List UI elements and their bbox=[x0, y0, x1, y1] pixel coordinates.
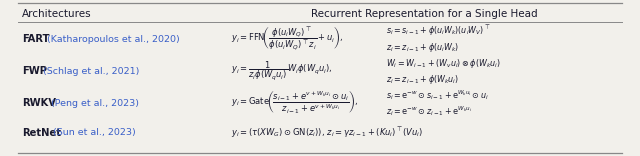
Text: FWP: FWP bbox=[22, 66, 47, 76]
Text: $z_i = z_{i-1} + \phi(W_k u_i)$: $z_i = z_{i-1} + \phi(W_k u_i)$ bbox=[386, 73, 459, 85]
Text: (Peng et al., 2023): (Peng et al., 2023) bbox=[48, 98, 139, 107]
Text: $W_i = W_{i-1} + (W_v u_i) \otimes \phi(W_k u_i)$: $W_i = W_{i-1} + (W_v u_i) \otimes \phi(… bbox=[386, 56, 501, 70]
Text: $y_i = \mathrm{Gate}\!\left(\dfrac{s_{i-1}+e^{v+W_k u_i} \odot u_i}{z_{i-1}+e^{v: $y_i = \mathrm{Gate}\!\left(\dfrac{s_{i-… bbox=[231, 90, 358, 116]
Text: $s_i = \mathrm{e}^{-w} \odot s_{i-1} + \mathrm{e}^{W_k u_i} \odot u_i$: $s_i = \mathrm{e}^{-w} \odot s_{i-1} + \… bbox=[386, 88, 489, 102]
Text: $s_i = s_{i-1} + \phi(u_i W_k)(u_i W_V)^{\top}$: $s_i = s_{i-1} + \phi(u_i W_k)(u_i W_V)^… bbox=[386, 24, 490, 38]
Text: $z_i = z_{i-1} + \phi(u_i W_k)$: $z_i = z_{i-1} + \phi(u_i W_k)$ bbox=[386, 41, 459, 54]
Text: Recurrent Representation for a Single Head: Recurrent Representation for a Single He… bbox=[311, 9, 538, 19]
Text: $z_i = \mathrm{e}^{-w} \odot z_{i-1} + \mathrm{e}^{W_k u_i}$: $z_i = \mathrm{e}^{-w} \odot z_{i-1} + \… bbox=[386, 104, 472, 118]
Text: (Sun et al., 2023): (Sun et al., 2023) bbox=[50, 129, 136, 137]
Text: RetNet: RetNet bbox=[22, 128, 61, 138]
Text: $y_i = (\tau(XW_G) \odot \mathrm{GN}(z_i)),\, z_i = \gamma z_{i-1} + (Ku_i)^{\to: $y_i = (\tau(XW_G) \odot \mathrm{GN}(z_i… bbox=[231, 126, 424, 140]
Text: RWKV: RWKV bbox=[22, 98, 56, 108]
Text: $y_i = \mathrm{FFN}\!\left(\dfrac{\phi(u_i W_Q)^{\top}}{\phi(u_i W_Q)^{\top} z_i: $y_i = \mathrm{FFN}\!\left(\dfrac{\phi(u… bbox=[231, 26, 343, 52]
Text: (Schlag et al., 2021): (Schlag et al., 2021) bbox=[40, 66, 140, 76]
Text: $y_i = \dfrac{1}{z_i \phi(W_q u_i)} W_i \phi(W_q u_i),$: $y_i = \dfrac{1}{z_i \phi(W_q u_i)} W_i … bbox=[231, 60, 333, 82]
Text: Architectures: Architectures bbox=[22, 9, 92, 19]
Text: FART: FART bbox=[22, 34, 49, 44]
Text: (Katharopoulos et al., 2020): (Katharopoulos et al., 2020) bbox=[44, 34, 180, 44]
